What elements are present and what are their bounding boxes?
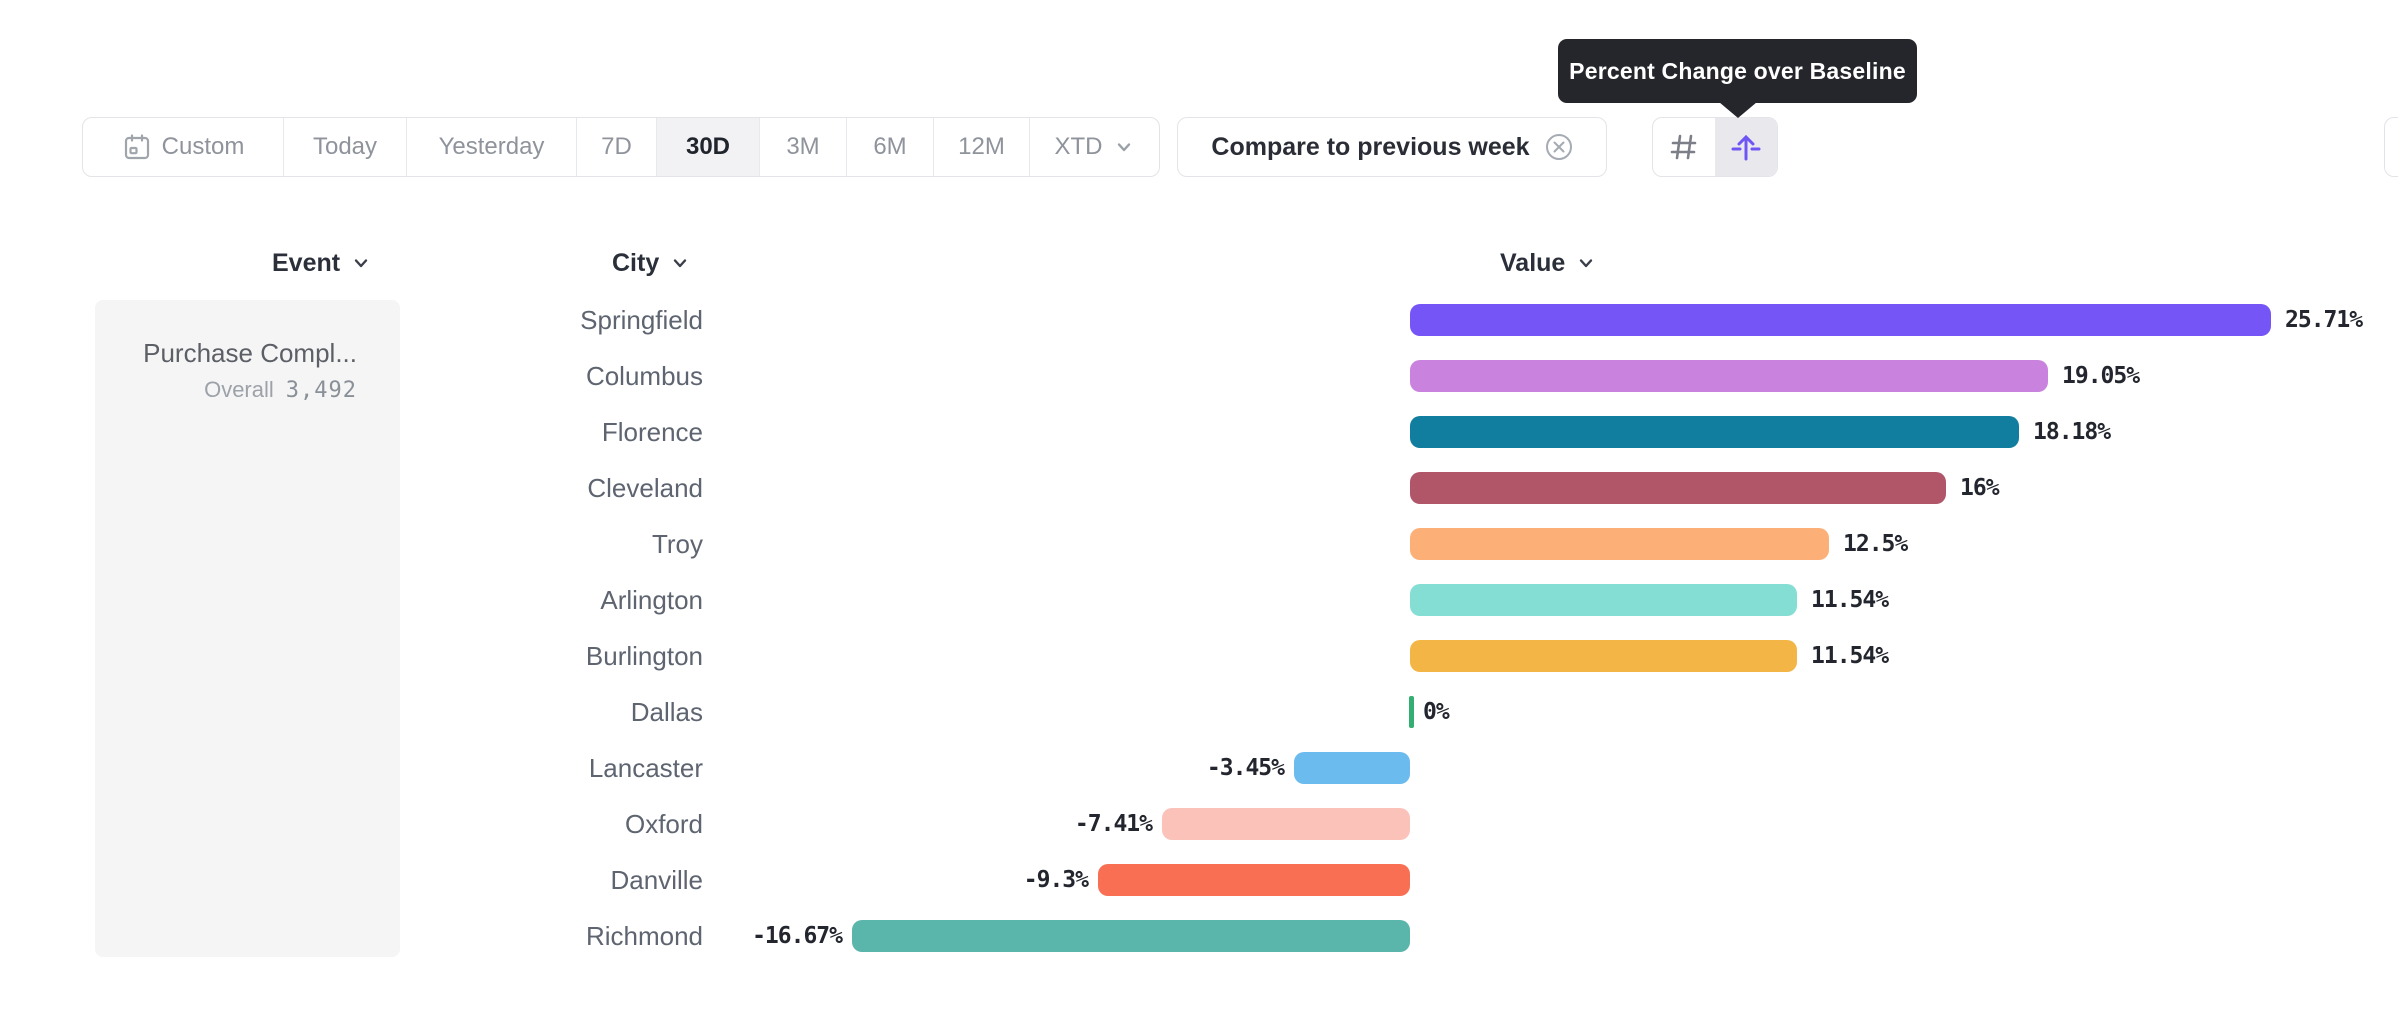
value-label-columbus: 19.05%: [2062, 363, 2140, 389]
date-range-label: 30D: [685, 133, 731, 160]
bar-arlington[interactable]: [1410, 584, 1797, 616]
date-range-12m[interactable]: 12M: [934, 118, 1030, 176]
bar-columbus[interactable]: [1410, 360, 2048, 392]
city-label-oxford: Oxford: [624, 809, 703, 839]
overflow-button[interactable]: [2384, 117, 2398, 177]
date-range-custom[interactable]: Custom: [83, 118, 284, 176]
column-header-value-label: Value: [1500, 248, 1566, 277]
date-range-7d[interactable]: 7D: [577, 118, 657, 176]
event-panel[interactable]: Purchase Compl... Overall 3,492: [95, 300, 400, 957]
calendar-icon: [122, 132, 152, 162]
value-label-troy: 12.5%: [1843, 531, 1908, 557]
column-header-value[interactable]: Value: [1500, 247, 1597, 279]
value-label-florence: 18.18%: [2033, 419, 2111, 445]
value-label-dallas: 0%: [1423, 699, 1450, 725]
date-range-label: Today: [312, 133, 378, 160]
date-range-label: 3M: [786, 133, 820, 160]
chevron-down-icon: [350, 252, 372, 274]
bar-lancaster[interactable]: [1294, 752, 1410, 784]
value-label-springfield: 25.71%: [2285, 307, 2363, 333]
bar-oxford[interactable]: [1162, 808, 1410, 840]
date-range-label: XTD: [1054, 133, 1103, 160]
overall-label: Overall: [204, 377, 274, 402]
chevron-down-icon: [1113, 136, 1135, 158]
baseline-view-button[interactable]: [1715, 118, 1777, 176]
compare-chip[interactable]: Compare to previous week: [1177, 117, 1607, 177]
city-label-burlington: Burlington: [585, 641, 703, 671]
bar-burlington[interactable]: [1410, 640, 1797, 672]
column-header-city-label: City: [612, 248, 660, 277]
bar-dallas[interactable]: [1409, 696, 1414, 728]
city-label-cleveland: Cleveland: [587, 473, 703, 503]
date-range-label: Custom: [161, 133, 245, 160]
bar-cleveland[interactable]: [1410, 472, 1946, 504]
date-range-30d[interactable]: 30D: [657, 118, 760, 176]
compare-chip-label: Compare to previous week: [1211, 132, 1530, 161]
city-label-columbus: Columbus: [585, 361, 703, 391]
city-label-richmond: Richmond: [585, 921, 703, 951]
date-range-yesterday[interactable]: Yesterday: [407, 118, 577, 176]
city-label-springfield: Springfield: [580, 305, 703, 335]
city-label-troy: Troy: [651, 529, 703, 559]
date-range-xtd[interactable]: XTD: [1030, 118, 1159, 176]
arrow-baseline-icon: [1729, 130, 1763, 164]
city-label-dallas: Dallas: [630, 697, 703, 727]
bar-springfield[interactable]: [1410, 304, 2271, 336]
city-label-lancaster: Lancaster: [588, 753, 703, 783]
city-label-florence: Florence: [601, 417, 703, 447]
column-header-event-label: Event: [272, 248, 341, 277]
chart-display-toggle: [1652, 117, 1778, 177]
tooltip-caret: [1719, 102, 1757, 118]
value-label-danville: -9.3%: [1023, 867, 1089, 893]
chevron-down-icon: [1575, 252, 1597, 274]
column-header-city[interactable]: City: [612, 247, 691, 279]
date-range-3m[interactable]: 3M: [760, 118, 847, 176]
city-label-danville: Danville: [610, 865, 704, 895]
date-range-label: 6M: [873, 133, 907, 160]
hash-icon: [1668, 131, 1700, 163]
tooltip-text: Percent Change over Baseline: [1569, 57, 1906, 84]
date-range-6m[interactable]: 6M: [847, 118, 934, 176]
bar-troy[interactable]: [1410, 528, 1829, 560]
grid-view-button[interactable]: [1653, 118, 1715, 176]
event-overall: Overall 3,492: [95, 376, 357, 405]
date-range-label: Yesterday: [438, 133, 545, 160]
value-label-richmond: -16.67%: [752, 923, 843, 949]
x-circle-icon[interactable]: [1545, 133, 1573, 161]
date-range-picker: Custom Today Yesterday 7D 30D 3M 6M 12M XTD: [82, 117, 1160, 177]
value-label-burlington: 11.54%: [1811, 643, 1889, 669]
column-header-event[interactable]: Event: [272, 247, 372, 279]
overall-value: 3,492: [285, 378, 357, 403]
date-range-today[interactable]: Today: [284, 118, 407, 176]
value-label-oxford: -7.41%: [1074, 811, 1153, 837]
value-label-lancaster: -3.45%: [1206, 755, 1285, 781]
bar-danville[interactable]: [1098, 864, 1410, 896]
bar-richmond[interactable]: [852, 920, 1410, 952]
value-label-cleveland: 16%: [1960, 475, 2000, 501]
date-range-label: 7D: [601, 133, 632, 160]
value-label-arlington: 11.54%: [1811, 587, 1889, 613]
bar-florence[interactable]: [1410, 416, 2019, 448]
city-label-arlington: Arlington: [600, 585, 703, 615]
event-name: Purchase Compl...: [143, 338, 357, 368]
chevron-down-icon: [669, 252, 691, 274]
tooltip: Percent Change over Baseline: [1558, 39, 1917, 118]
date-range-label: 12M: [958, 133, 1005, 160]
